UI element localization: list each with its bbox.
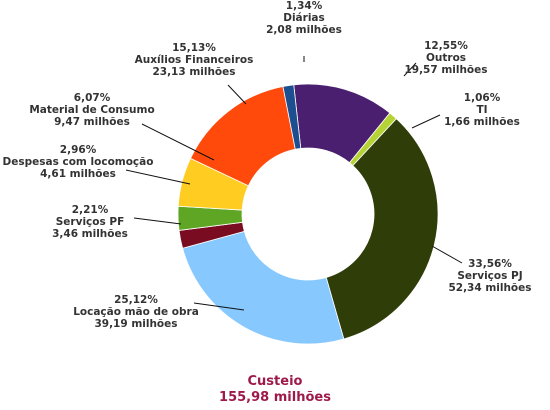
slice-name: Locação mão de obra	[73, 306, 199, 318]
slice-name: TI	[476, 104, 487, 116]
slice-label: 2,21% Serviços PF 3,46 milhões	[52, 204, 128, 240]
leader-line	[403, 62, 417, 77]
slice-value: 9,47 milhões	[54, 116, 130, 128]
slice-label: 6,07% Material de Consumo 9,47 milhões	[29, 92, 154, 128]
slice-percent: 1,34%	[286, 0, 323, 12]
slice-label: 2,96% Despesas com locomoção 4,61 milhões	[3, 144, 154, 180]
slice-percent: 2,21%	[72, 204, 109, 216]
slice-value: 4,61 milhões	[40, 168, 116, 180]
slice-percent: 6,07%	[74, 92, 111, 104]
leader-line	[133, 217, 182, 225]
donut-slices	[177, 83, 439, 345]
slice-value: 2,08 milhões	[266, 24, 342, 36]
slice-labels: 12,55% Outros 19,57 milhões 1,06% TI 1,66 mil…	[3, 0, 532, 330]
slice-value: 52,34 milhões	[448, 282, 531, 294]
leader-line	[411, 114, 441, 129]
slice-percent: 15,13%	[172, 42, 216, 54]
leader-line	[227, 84, 247, 105]
leader-line	[141, 123, 215, 161]
slice-percent: 12,55%	[424, 40, 468, 52]
slice-name: Despesas com locomoção	[3, 156, 154, 168]
slice-percent: 2,96%	[60, 144, 97, 156]
slice-name: Auxílios Financeiros	[135, 54, 254, 66]
slice-label: 33,56% Serviços PJ 52,34 milhões	[448, 258, 531, 294]
slice-value: 19,57 milhões	[404, 64, 487, 76]
chart-title: Custeio	[248, 374, 303, 389]
slice-value: 39,19 milhões	[94, 318, 177, 330]
slice-loca-o-m-o-de-obra	[182, 230, 345, 345]
slice-value: 3,46 milhões	[52, 228, 128, 240]
slice-value: 23,13 milhões	[152, 66, 235, 78]
slice-percent: 1,06%	[464, 92, 501, 104]
slice-name: Diárias	[283, 12, 325, 24]
leader-line	[431, 245, 463, 264]
slice-name: Serviços PJ	[457, 270, 522, 282]
slice-di-rias	[282, 84, 302, 150]
slice-label: 15,13% Auxílios Financeiros 23,13 milhões	[135, 42, 254, 78]
slice-label: 12,55% Outros 19,57 milhões	[404, 40, 487, 76]
slice-name: Serviços PF	[56, 216, 125, 228]
slice-percent: 33,56%	[468, 258, 512, 270]
chart-subtitle: 155,98 milhões	[219, 390, 331, 405]
slice-label: 1,06% TI 1,66 milhões	[444, 92, 520, 128]
slice-value: 1,66 milhões	[444, 116, 520, 128]
slice-label: 25,12% Locação mão de obra 39,19 milhões	[73, 294, 199, 330]
slice-label: 1,34% Diárias 2,08 milhões	[266, 0, 342, 36]
slice-servi-os-pj	[325, 118, 439, 340]
slice-percent: 25,12%	[114, 294, 158, 306]
leader-lines	[125, 56, 463, 311]
leader-line	[125, 169, 191, 185]
leader-line	[193, 302, 245, 311]
slice-name: Outros	[426, 52, 466, 64]
slice-name: Material de Consumo	[29, 104, 154, 116]
